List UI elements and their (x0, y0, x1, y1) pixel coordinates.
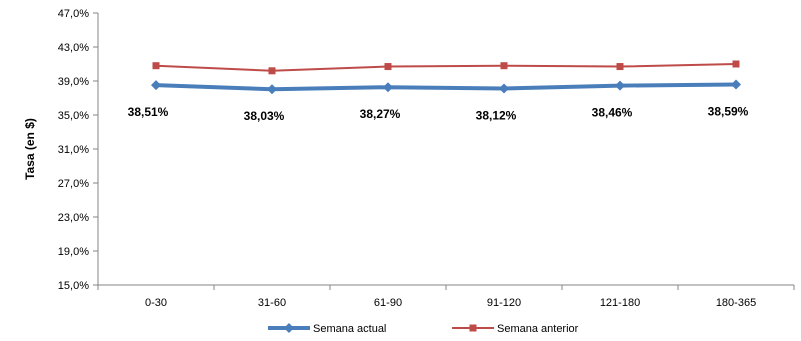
legend-label-semana-anterior: Semana anterior (497, 323, 579, 335)
data-label: 38,46% (592, 106, 633, 120)
legend-marker-semana-anterior (469, 324, 477, 332)
data-labels: 38,51% 38,03% 38,27% 38,12% 38,46% 38,59% (128, 104, 749, 123)
data-label: 38,59% (708, 104, 749, 118)
y-tick-label: 35,0% (58, 110, 89, 122)
data-label: 38,03% (244, 109, 285, 123)
data-point-semana-actual (731, 79, 741, 90)
series-group (151, 60, 741, 95)
x-tick-label: 180-365 (716, 297, 756, 309)
data-label: 38,27% (360, 107, 401, 121)
data-point-semana-anterior (152, 62, 160, 70)
data-point-semana-actual (151, 80, 161, 91)
y-tick-label: 47,0% (58, 8, 89, 20)
legend: Semana actual Semana anterior (268, 323, 579, 335)
legend-label-semana-actual: Semana actual (313, 323, 386, 335)
y-tick-label: 27,0% (58, 178, 89, 190)
x-tick-label: 31-60 (258, 297, 286, 309)
y-tick-label: 15,0% (58, 280, 89, 292)
y-tick-label: 39,0% (58, 76, 89, 88)
y-tick-label: 23,0% (58, 212, 89, 224)
y-tick-label: 31,0% (58, 144, 89, 156)
y-tick-label: 43,0% (58, 42, 89, 54)
y-ticks: 15,0% 19,0% 23,0% 27,0% 31,0% 35,0% 39,0% 43,0%… (58, 8, 98, 292)
x-tick-label: 0-30 (145, 297, 167, 309)
data-point-semana-actual (615, 80, 625, 91)
data-point-semana-anterior (500, 62, 508, 70)
data-point-semana-anterior (384, 63, 392, 71)
data-point-semana-actual (383, 82, 393, 93)
data-point-semana-actual (499, 83, 509, 94)
x-tick-label: 91-120 (487, 297, 521, 309)
x-ticks: 0-30 31-60 61-90 91-120 121-180 180-365 (97, 285, 795, 309)
y-axis-title: Tasa (en $) (23, 118, 37, 180)
x-tick-label: 121-180 (600, 297, 640, 309)
data-label: 38,51% (128, 105, 169, 119)
series-line-semana-anterior (155, 63, 737, 72)
data-point-semana-anterior (732, 60, 740, 68)
data-point-semana-anterior (268, 67, 276, 75)
axes (97, 13, 794, 286)
data-label: 38,12% (476, 108, 517, 122)
data-point-semana-actual (267, 84, 277, 95)
x-tick-label: 61-90 (374, 297, 402, 309)
y-tick-label: 19,0% (58, 246, 89, 258)
legend-marker-semana-actual (284, 323, 294, 333)
series-line-semana-actual (155, 82, 737, 92)
data-point-semana-anterior (616, 63, 624, 71)
